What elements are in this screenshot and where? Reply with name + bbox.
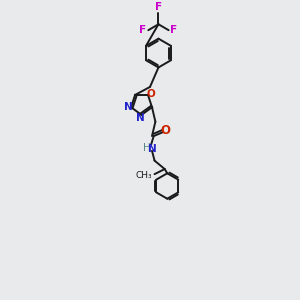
Text: O: O: [147, 89, 155, 99]
Text: H: H: [143, 143, 151, 153]
Text: N: N: [148, 144, 156, 154]
Text: F: F: [155, 2, 162, 12]
Text: N: N: [136, 113, 145, 123]
Text: CH₃: CH₃: [135, 171, 152, 180]
Text: F: F: [170, 25, 177, 35]
Text: O: O: [160, 124, 170, 137]
Text: N: N: [124, 102, 132, 112]
Text: F: F: [140, 25, 147, 35]
